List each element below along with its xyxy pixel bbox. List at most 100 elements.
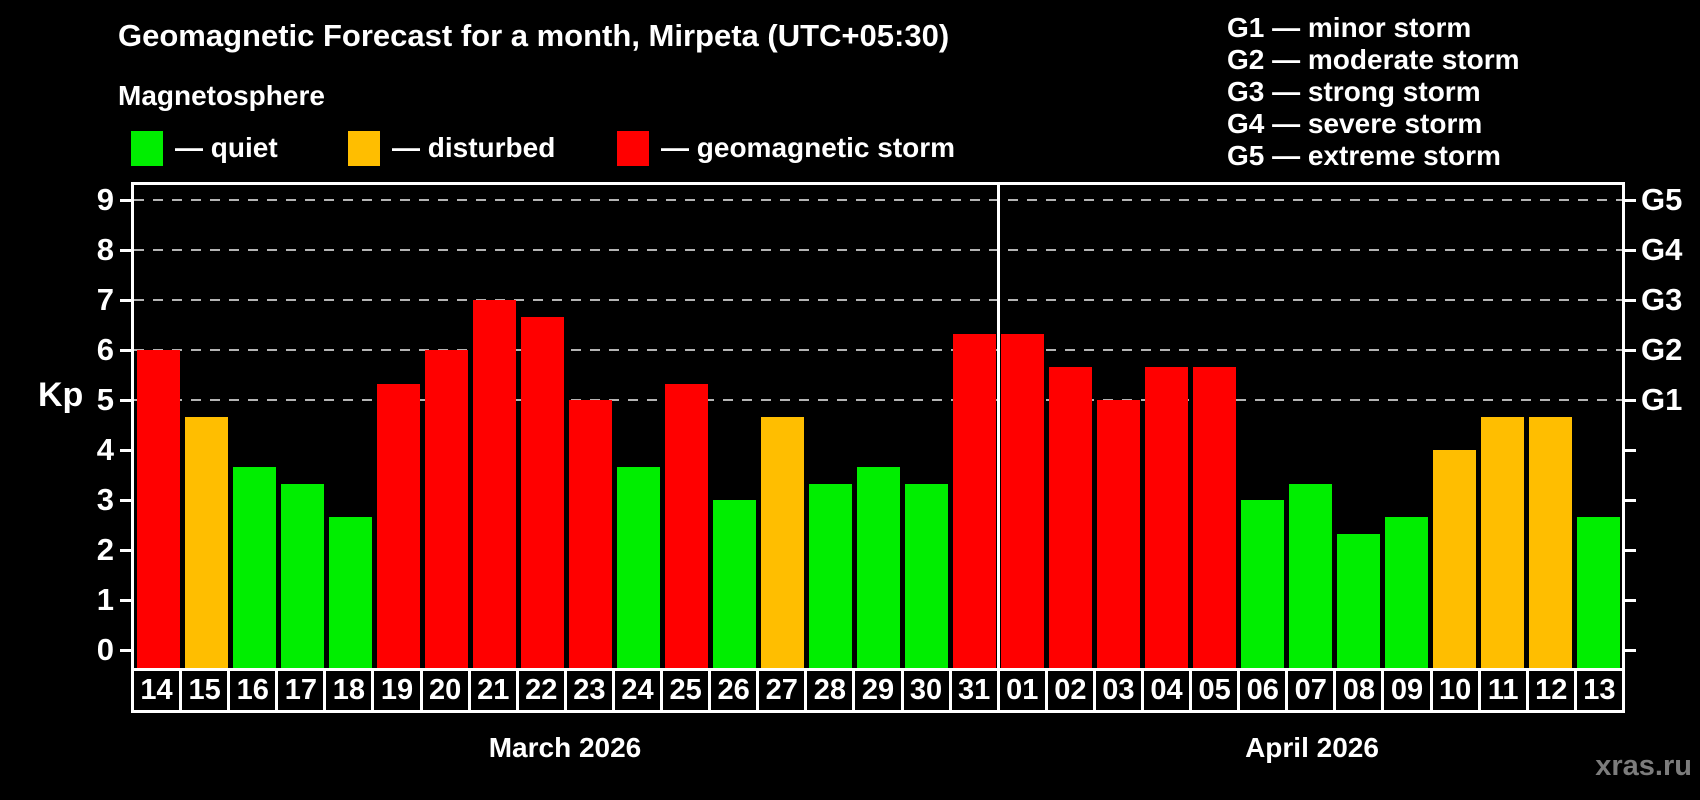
day-label-11: 11 xyxy=(1477,668,1529,713)
day-label-13: 13 xyxy=(1573,668,1625,713)
right-tick-kp2 xyxy=(1625,548,1636,552)
bar-day-25 xyxy=(664,383,708,668)
day-label-26: 26 xyxy=(708,668,760,713)
day-label-16: 16 xyxy=(227,668,279,713)
legend-label-disturbed: — disturbed xyxy=(392,132,556,163)
bar-day-30 xyxy=(904,483,948,668)
right-tick-kp1 xyxy=(1625,598,1636,602)
day-label-29: 29 xyxy=(852,668,904,713)
bar-day-17 xyxy=(280,483,324,668)
bar-day-24 xyxy=(616,466,660,668)
right-tick-kp5 xyxy=(1625,398,1636,402)
bar-day-14 xyxy=(136,350,180,668)
right-tick-kp6 xyxy=(1625,348,1636,352)
y-tick-label-7: 7 xyxy=(96,282,114,317)
bar-day-18 xyxy=(328,516,372,668)
day-label-03: 03 xyxy=(1092,668,1144,713)
bar-day-31 xyxy=(952,333,996,668)
bar-day-10 xyxy=(1432,450,1476,668)
legend-label-storm: — geomagnetic storm xyxy=(661,132,956,163)
y-tick-label-6: 6 xyxy=(96,332,114,367)
day-axis-row: 14 15 16 17 18 19 20 21 22 23 24 25 26 27 28 29 30 31 01 02… xyxy=(131,668,1625,713)
y-tick-label-9: 9 xyxy=(96,182,114,217)
bar-day-26 xyxy=(712,500,756,668)
day-label-14: 14 xyxy=(131,668,183,713)
bar-day-02 xyxy=(1048,366,1092,668)
bar-day-19 xyxy=(376,383,420,668)
bar-day-20 xyxy=(424,350,468,668)
month-label-april: April 2026 xyxy=(1245,732,1379,763)
y-axis-label: Kp xyxy=(38,376,84,414)
legend-item-quiet: — quiet xyxy=(131,130,278,166)
gridline-kp6 xyxy=(134,349,1622,351)
month-separator-line xyxy=(996,185,1000,668)
bar-day-01 xyxy=(1000,333,1044,668)
left-tick-kp0 xyxy=(120,648,131,652)
right-tick-kp7 xyxy=(1625,298,1636,302)
day-label-30: 30 xyxy=(900,668,952,713)
g-legend-line-g1: G1 — minor storm xyxy=(1227,12,1472,43)
day-label-02: 02 xyxy=(1044,668,1096,713)
day-label-05: 05 xyxy=(1189,668,1241,713)
bar-day-09 xyxy=(1384,516,1428,668)
day-label-28: 28 xyxy=(804,668,856,713)
day-label-27: 27 xyxy=(756,668,808,713)
right-tick-kp3 xyxy=(1625,498,1636,502)
day-label-07: 07 xyxy=(1285,668,1337,713)
bar-day-05 xyxy=(1192,366,1236,668)
day-label-23: 23 xyxy=(563,668,615,713)
y-tick-label-8: 8 xyxy=(96,232,114,267)
y-tick-label-0: 0 xyxy=(96,632,114,667)
left-tick-kp9 xyxy=(120,198,131,202)
y-tick-label-3: 3 xyxy=(96,482,114,517)
y-tick-label-1: 1 xyxy=(96,582,114,617)
chart-subtitle: Magnetosphere xyxy=(118,80,325,111)
day-label-24: 24 xyxy=(611,668,664,713)
g-axis-label-g3: G3 xyxy=(1641,282,1683,317)
bar-day-27 xyxy=(760,416,804,668)
bar-day-06 xyxy=(1240,500,1284,668)
gridline-kp5 xyxy=(134,399,1622,401)
day-label-09: 09 xyxy=(1381,668,1433,713)
month-label-march: March 2026 xyxy=(488,732,642,763)
day-label-01: 01 xyxy=(996,668,1048,713)
gridline-kp7 xyxy=(134,299,1622,301)
bar-day-12 xyxy=(1528,416,1572,668)
left-tick-kp7 xyxy=(120,298,131,302)
y-tick-label-5: 5 xyxy=(96,382,114,417)
g-axis-label-g2: G2 xyxy=(1641,332,1683,367)
right-tick-kp4 xyxy=(1625,448,1636,452)
right-tick-kp0 xyxy=(1625,648,1636,652)
storm-color-swatch xyxy=(617,130,649,166)
bar-day-16 xyxy=(232,466,276,668)
day-label-15: 15 xyxy=(179,668,231,713)
bar-day-13 xyxy=(1576,516,1620,668)
bar-day-08 xyxy=(1336,533,1380,668)
right-tick-kp8 xyxy=(1625,248,1636,252)
bar-day-22 xyxy=(520,316,564,668)
left-tick-kp6 xyxy=(120,348,131,352)
bar-day-23 xyxy=(568,400,612,668)
left-tick-kp4 xyxy=(120,448,131,452)
legend-label-quiet: — quiet xyxy=(175,132,278,163)
day-label-22: 22 xyxy=(515,668,567,713)
left-tick-kp3 xyxy=(120,498,131,502)
quiet-color-swatch xyxy=(131,130,163,166)
g-legend-line-g3: G3 — strong storm xyxy=(1227,76,1481,107)
day-label-10: 10 xyxy=(1429,668,1481,713)
bar-day-29 xyxy=(856,466,900,668)
legend-item-disturbed: — disturbed xyxy=(348,130,555,166)
day-label-12: 12 xyxy=(1525,668,1577,713)
plot-area xyxy=(131,182,1625,668)
g-axis-label-g4: G4 xyxy=(1641,232,1683,267)
bar-day-15 xyxy=(184,416,228,668)
gridline-kp8 xyxy=(134,249,1622,251)
day-label-04: 04 xyxy=(1140,668,1193,713)
left-tick-kp2 xyxy=(120,548,131,552)
left-tick-kp5 xyxy=(120,398,131,402)
bar-day-03 xyxy=(1096,400,1140,668)
y-tick-label-2: 2 xyxy=(96,532,114,567)
day-label-18: 18 xyxy=(323,668,375,713)
bar-day-07 xyxy=(1288,483,1332,668)
